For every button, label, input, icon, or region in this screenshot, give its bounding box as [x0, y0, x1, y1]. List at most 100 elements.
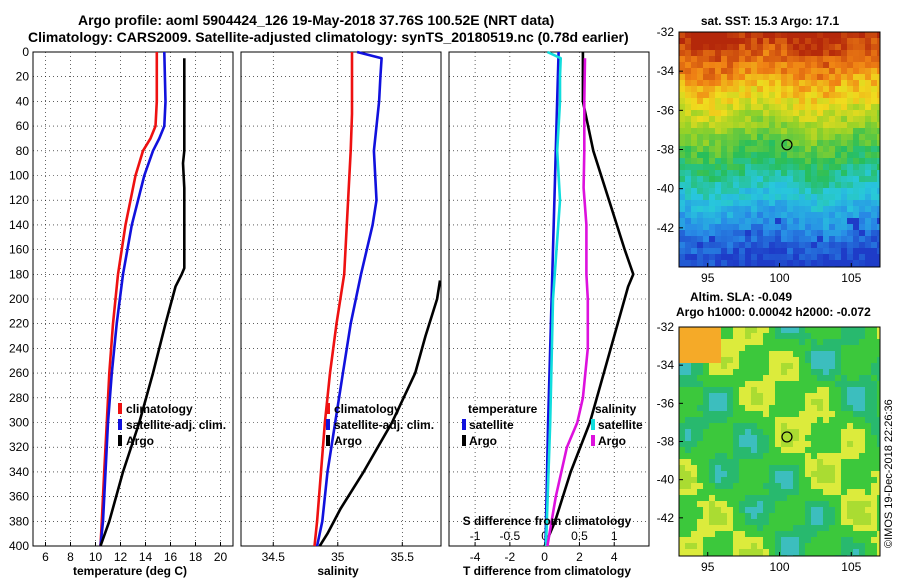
map-cell: [871, 519, 877, 525]
map-cell: [865, 507, 871, 513]
map-cell: [847, 140, 853, 146]
map-cell: [865, 327, 871, 333]
map-cell: [847, 182, 853, 188]
map-cell: [733, 537, 739, 543]
map-cell: [727, 194, 733, 200]
map-cell: [685, 56, 691, 62]
map-cell: [745, 176, 751, 182]
map-cell: [715, 38, 721, 44]
map-cell: [793, 44, 799, 50]
map-cell: [877, 543, 880, 549]
map-cell: [793, 176, 799, 182]
map-cell: [739, 248, 745, 254]
map-cell: [679, 465, 685, 471]
map-cell: [835, 116, 841, 122]
map-cell: [805, 399, 811, 405]
map-cell: [799, 399, 805, 405]
map-cell: [829, 351, 835, 357]
map-cell: [865, 182, 871, 188]
map-cell: [775, 260, 781, 266]
map-cell: [679, 236, 685, 242]
map-cell: [763, 549, 769, 555]
map-cell: [751, 248, 757, 254]
map-cell: [745, 44, 751, 50]
map-cell: [811, 477, 817, 483]
map-cell: [841, 152, 847, 158]
map-cell: [757, 176, 763, 182]
map-cell: [733, 158, 739, 164]
map-cell: [853, 519, 859, 525]
map-cell: [727, 375, 733, 381]
map-cell: [859, 477, 865, 483]
map-cell: [817, 110, 823, 116]
map-cell: [751, 411, 757, 417]
map-cell: [775, 38, 781, 44]
map-cell: [871, 483, 877, 489]
map-cell: [811, 188, 817, 194]
map-cell: [829, 381, 835, 387]
map-cell: [715, 236, 721, 242]
header-line-1: Argo profile: aoml 5904424_126 19-May-20…: [78, 12, 554, 28]
map-cell: [769, 471, 775, 477]
map-cell: [799, 212, 805, 218]
map-cell: [691, 74, 697, 80]
map-cell: [727, 176, 733, 182]
map-cell: [769, 489, 775, 495]
map-cell: [775, 170, 781, 176]
map-cell: [829, 170, 835, 176]
map-cell: [691, 477, 697, 483]
map-cell: [775, 465, 781, 471]
map-cell: [781, 333, 787, 339]
map-cell: [823, 543, 829, 549]
map-cell: [781, 194, 787, 200]
series-line-argo: [318, 280, 442, 547]
map-cell: [823, 92, 829, 98]
map-cell: [709, 146, 715, 152]
map-cell: [739, 531, 745, 537]
map-cell: [739, 483, 745, 489]
map-lon-label: 105: [841, 560, 861, 574]
map-cell: [745, 116, 751, 122]
salinity-series: [313, 50, 442, 547]
map-cell: [871, 435, 877, 441]
map-cell: [691, 56, 697, 62]
map-cell: [733, 146, 739, 152]
map-cell: [859, 86, 865, 92]
map-cell: [703, 345, 709, 351]
map-cell: [877, 435, 880, 441]
map-cell: [697, 98, 703, 104]
map-cell: [817, 254, 823, 260]
map-cell: [703, 236, 709, 242]
map-cell: [757, 188, 763, 194]
map-cell: [811, 531, 817, 537]
map-cell: [823, 50, 829, 56]
map-cell: [847, 387, 853, 393]
map-cell: [757, 381, 763, 387]
map-cell: [775, 98, 781, 104]
map-cell: [715, 375, 721, 381]
map-cell: [781, 453, 787, 459]
map-cell: [841, 140, 847, 146]
map-cell: [745, 453, 751, 459]
map-cell: [877, 56, 880, 62]
map-cell: [817, 98, 823, 104]
map-cell: [703, 188, 709, 194]
map-cell: [697, 170, 703, 176]
map-cell: [745, 477, 751, 483]
map-cell: [709, 236, 715, 242]
map-cell: [835, 194, 841, 200]
map-cell: [715, 86, 721, 92]
map-cell: [835, 477, 841, 483]
map-cell: [853, 333, 859, 339]
map-cell: [727, 248, 733, 254]
map-cell: [685, 152, 691, 158]
map-cell: [679, 471, 685, 477]
map-cell: [871, 32, 877, 38]
map-cell: [811, 206, 817, 212]
map-cell: [751, 32, 757, 38]
map-cell: [865, 242, 871, 248]
depth-tick-label: 260: [9, 366, 29, 380]
map-cell: [823, 230, 829, 236]
x-tick-label: 6: [42, 550, 49, 564]
map-cell: [745, 435, 751, 441]
